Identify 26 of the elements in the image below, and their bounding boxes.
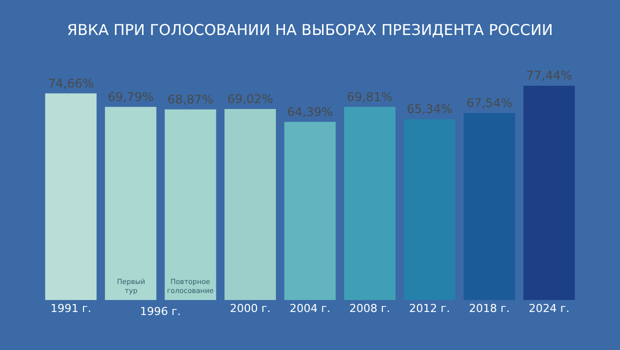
data-label: 69,81%: [346, 90, 393, 104]
data-label: 69,79%: [108, 90, 154, 104]
data-label: 77,44%: [526, 68, 572, 83]
data-label: 65,34%: [406, 102, 452, 116]
x-tick-label: 2024 г.: [528, 302, 570, 315]
chart-title: ЯВКА ПРИ ГОЛОСОВАНИИ НА ВЫБОРАХ ПРЕЗИДЕНТА РОССИИ: [67, 21, 553, 39]
bar: [45, 93, 97, 300]
data-label: 64,39%: [287, 104, 333, 119]
x-tick-label: 2012 г.: [409, 302, 450, 315]
text: 1996 г.: [140, 305, 181, 318]
data-label: 74,66%: [48, 76, 94, 90]
bar: [104, 106, 156, 300]
x-tick-label: 2008 г.: [349, 302, 390, 315]
data-label: 67,54%: [466, 96, 512, 110]
bar: [464, 113, 516, 300]
x-tick-label: 2018 г.: [468, 302, 510, 315]
data-label: 69,02%: [227, 92, 274, 106]
x-tick-label: 1991 г.: [50, 302, 92, 315]
bar: [344, 106, 396, 300]
bar: [224, 109, 276, 300]
bar: [164, 109, 216, 300]
bar: [284, 122, 336, 300]
data-label: 68,87%: [168, 92, 214, 106]
x-tick-label: 2004 г.: [290, 302, 330, 315]
bar: [523, 86, 575, 300]
x-tick-label: 2000 г.: [230, 302, 271, 315]
